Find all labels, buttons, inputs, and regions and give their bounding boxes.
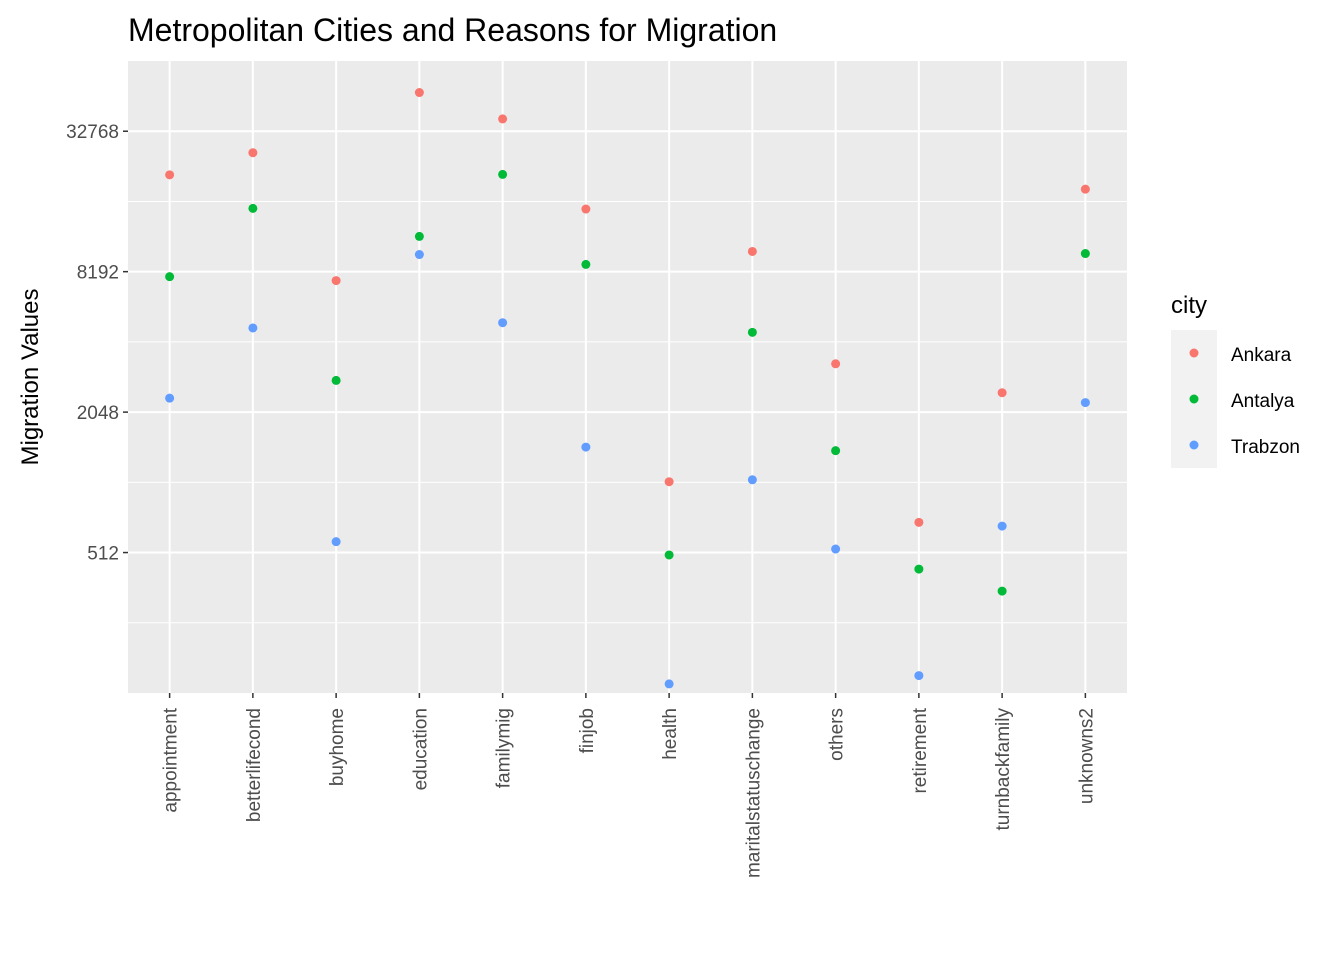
x-tick-label: turnbackfamily	[993, 708, 1014, 831]
point-trabzon-buyhome	[331, 537, 341, 547]
point-trabzon-maritalstatuschange	[747, 475, 757, 485]
x-tick-label: retirement	[910, 707, 931, 793]
point-antalya-education	[414, 231, 424, 241]
x-tick-label: buyhome	[327, 708, 348, 786]
legend-key-antalya	[1189, 394, 1199, 404]
point-antalya-familymig	[498, 169, 508, 179]
legend-label-ankara: Ankara	[1231, 345, 1292, 366]
y-axis: 512 2048 8192 32768	[66, 122, 128, 565]
point-ankara-unknowns2	[1080, 184, 1090, 194]
legend-title: city	[1171, 292, 1207, 319]
point-trabzon-unknowns2	[1080, 398, 1090, 408]
point-antalya-maritalstatuschange	[747, 327, 757, 337]
x-tick-label: unknowns2	[1076, 708, 1097, 804]
y-tick-label: 32768	[66, 122, 119, 143]
y-tick-label: 8192	[77, 263, 119, 284]
x-tick-label: maritalstatuschange	[743, 708, 764, 878]
x-tick-label: finjob	[577, 708, 598, 753]
x-tick-label: betterlifecond	[244, 708, 265, 822]
point-antalya-others	[831, 446, 841, 456]
point-antalya-finjob	[581, 259, 591, 269]
point-ankara-health	[664, 477, 674, 487]
y-tick-label: 512	[87, 544, 119, 565]
x-tick-label: education	[410, 708, 431, 790]
point-ankara-betterlifecond	[248, 148, 258, 158]
point-antalya-turnbackfamily	[997, 586, 1007, 596]
point-trabzon-finjob	[581, 442, 591, 452]
point-ankara-retirement	[914, 517, 924, 527]
point-antalya-betterlifecond	[248, 203, 258, 213]
legend-key-trabzon	[1189, 440, 1199, 450]
chart-title: Metropolitan Cities and Reasons for Migr…	[128, 12, 777, 48]
point-antalya-appointment	[165, 272, 175, 282]
point-antalya-retirement	[914, 564, 924, 574]
point-ankara-familymig	[498, 114, 508, 124]
point-ankara-finjob	[581, 204, 591, 214]
legend-key-ankara	[1189, 348, 1199, 358]
point-ankara-turnbackfamily	[997, 388, 1007, 398]
point-trabzon-betterlifecond	[248, 323, 258, 333]
point-antalya-unknowns2	[1080, 249, 1090, 259]
point-trabzon-health	[664, 679, 674, 689]
point-ankara-buyhome	[331, 276, 341, 286]
point-trabzon-others	[831, 544, 841, 554]
data-points	[165, 88, 1090, 689]
legend: city Ankara Antalya Trabzon	[1171, 292, 1300, 468]
point-ankara-others	[831, 359, 841, 369]
point-trabzon-familymig	[498, 318, 508, 328]
point-ankara-education	[414, 88, 424, 98]
point-ankara-appointment	[165, 170, 175, 180]
legend-label-trabzon: Trabzon	[1231, 437, 1300, 458]
x-tick-label: appointment	[161, 707, 182, 812]
point-ankara-maritalstatuschange	[747, 246, 757, 256]
point-trabzon-appointment	[165, 393, 175, 403]
point-antalya-buyhome	[331, 375, 341, 385]
legend-label-antalya: Antalya	[1231, 391, 1295, 412]
x-tick-label: health	[660, 708, 681, 760]
point-trabzon-retirement	[914, 671, 924, 681]
grid-lines	[128, 61, 1127, 693]
y-tick-label: 2048	[77, 403, 119, 424]
x-axis: appointment betterlifecond buyhome educatio…	[161, 693, 1097, 878]
y-axis-title: Migration Values	[17, 289, 44, 466]
x-tick-label: familymig	[494, 708, 515, 788]
point-trabzon-education	[414, 250, 424, 260]
point-antalya-health	[664, 550, 674, 560]
point-trabzon-turnbackfamily	[997, 521, 1007, 531]
x-tick-label: others	[827, 708, 848, 761]
plot-panel	[128, 61, 1127, 693]
